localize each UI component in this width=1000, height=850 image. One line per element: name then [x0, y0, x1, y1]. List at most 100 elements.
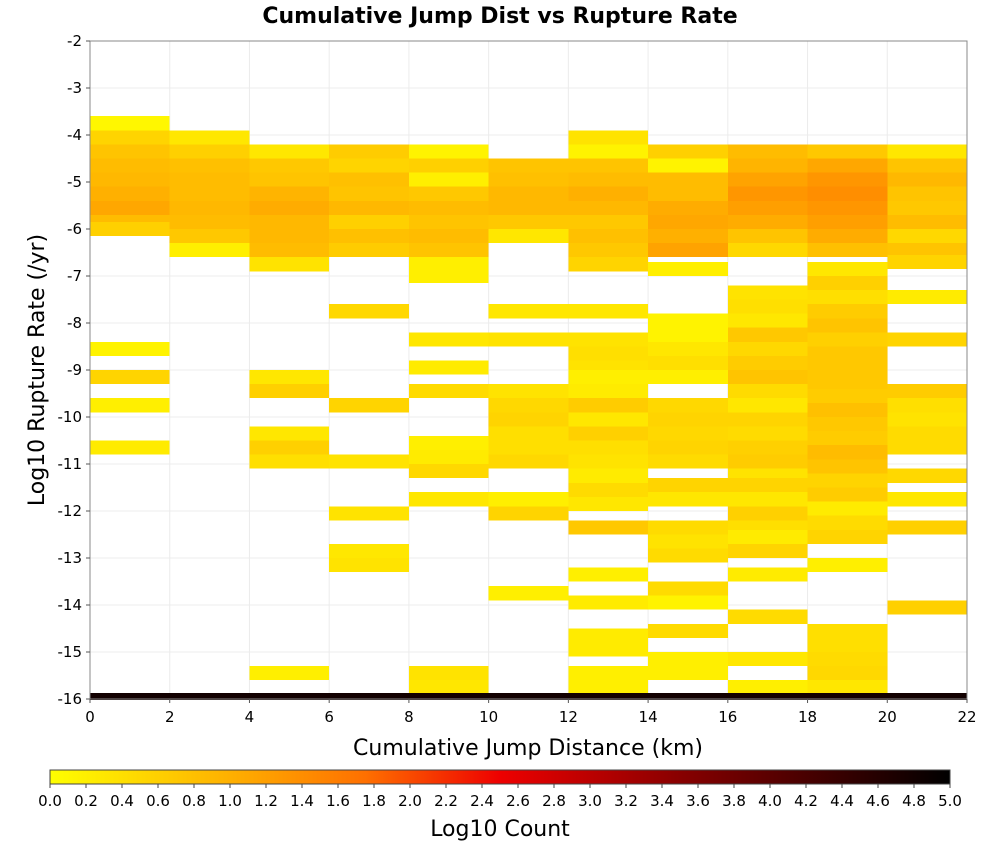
heatmap-cell: [648, 581, 728, 596]
heatmap-cell: [90, 370, 170, 385]
heatmap-cell: [249, 144, 330, 159]
heatmap-cell: [807, 158, 888, 173]
heatmap-cell: [807, 276, 888, 291]
colorbar-tick-label: 0.4: [110, 792, 134, 810]
heatmap-cell: [807, 558, 888, 573]
heatmap-cell: [807, 172, 888, 187]
heatmap-cell: [887, 520, 967, 535]
heatmap-cell: [648, 370, 728, 385]
heatmap-cell: [90, 693, 170, 701]
heatmap-cell: [169, 144, 250, 159]
heatmap-cell: [90, 158, 170, 173]
heatmap-cell: [488, 158, 569, 173]
colorbar-label: Log10 Count: [430, 817, 570, 842]
heatmap-cell: [568, 172, 649, 187]
heatmap-cell: [648, 144, 728, 159]
x-tick-label: 12: [559, 708, 578, 726]
heatmap-cell: [807, 290, 888, 305]
y-tick-label: -2: [67, 32, 82, 50]
heatmap-cell: [169, 229, 250, 244]
heatmap-cell: [887, 426, 967, 441]
heatmap-cell: [648, 200, 728, 215]
heatmap-cell: [90, 172, 170, 187]
colorbar-tick-label: 3.8: [722, 792, 746, 810]
heatmap-cell: [807, 666, 888, 681]
colorbar-tick-label: 1.2: [254, 792, 278, 810]
heatmap-cell: [727, 229, 808, 244]
heatmap-cell: [329, 398, 409, 413]
heatmap-cell: [648, 186, 728, 201]
heatmap-cell: [408, 360, 489, 375]
heatmap-cell: [887, 290, 967, 305]
heatmap-cell: [568, 346, 649, 361]
heatmap-cell: [727, 609, 808, 624]
heatmap-cell: [408, 144, 489, 159]
heatmap-cell: [568, 496, 649, 511]
heatmap-cell: [568, 398, 649, 413]
heatmap-cell: [329, 158, 409, 173]
y-tick-label: -10: [58, 408, 83, 426]
heatmap-cell: [568, 158, 649, 173]
heatmap-cell: [408, 243, 489, 258]
y-tick-label: -14: [58, 596, 83, 614]
heatmap-cell: [169, 186, 250, 201]
x-tick-label: 14: [639, 708, 658, 726]
colorbar-tick-label: 1.6: [326, 792, 350, 810]
heatmap-cell: [488, 200, 569, 215]
heatmap-cell: [887, 412, 967, 427]
heatmap-cell: [887, 200, 967, 215]
heatmap-cell: [648, 623, 728, 638]
x-tick-label: 4: [245, 708, 255, 726]
colorbar-tick-label: 3.6: [686, 792, 710, 810]
heatmap-cell: [568, 642, 649, 657]
heatmap-cell: [329, 144, 409, 159]
heatmap-cell: [727, 454, 808, 469]
heatmap-cell: [887, 332, 967, 347]
heatmap-cell: [807, 680, 888, 695]
heatmap-cell: [727, 567, 808, 582]
heatmap-cell: [648, 327, 728, 342]
heatmap-cell: [648, 534, 728, 549]
heatmap-cell: [807, 693, 888, 701]
heatmap-cell: [568, 304, 649, 319]
heatmap-cell: [887, 214, 967, 229]
heatmap-cell: [887, 254, 967, 269]
heatmap-cell: [488, 332, 569, 347]
heatmap-cell: [648, 172, 728, 187]
heatmap-cell: [887, 398, 967, 413]
heatmap-cell: [249, 200, 330, 215]
y-tick-label: -16: [58, 690, 83, 708]
heatmap-cell: [727, 680, 808, 695]
heatmap-cell: [727, 214, 808, 229]
colorbar-tick-label: 4.2: [794, 792, 818, 810]
heatmap-cell: [648, 214, 728, 229]
y-tick-label: -11: [58, 455, 83, 473]
heatmap-cell: [249, 214, 330, 229]
colorbar-tick-label: 0.6: [146, 792, 170, 810]
heatmap-cell: [807, 473, 888, 488]
x-tick-label: 0: [85, 708, 95, 726]
y-tick-label: -15: [58, 643, 83, 661]
heatmap-cell: [807, 261, 888, 276]
heatmap-cell: [648, 398, 728, 413]
heatmap-cell: [329, 200, 409, 215]
heatmap-cell: [568, 454, 649, 469]
heatmap-cell: [329, 543, 409, 558]
heatmap-cell: [408, 693, 489, 701]
heatmap-cell: [807, 623, 888, 638]
heatmap-cell: [727, 186, 808, 201]
heatmap-cell: [169, 172, 250, 187]
heatmap-cell: [727, 506, 808, 521]
heatmap-cell: [727, 327, 808, 342]
heatmap-cell: [568, 229, 649, 244]
heatmap-cell: [568, 144, 649, 159]
heatmap-cell: [249, 370, 330, 385]
heatmap-cell: [408, 666, 489, 681]
heatmap-cell: [648, 355, 728, 370]
heatmap-cell: [329, 186, 409, 201]
colorbar-tick-label: 4.8: [902, 792, 926, 810]
heatmap-cell: [249, 186, 330, 201]
heatmap-cell: [488, 492, 569, 507]
heatmap-cell: [887, 186, 967, 201]
heatmap-cell: [807, 501, 888, 516]
